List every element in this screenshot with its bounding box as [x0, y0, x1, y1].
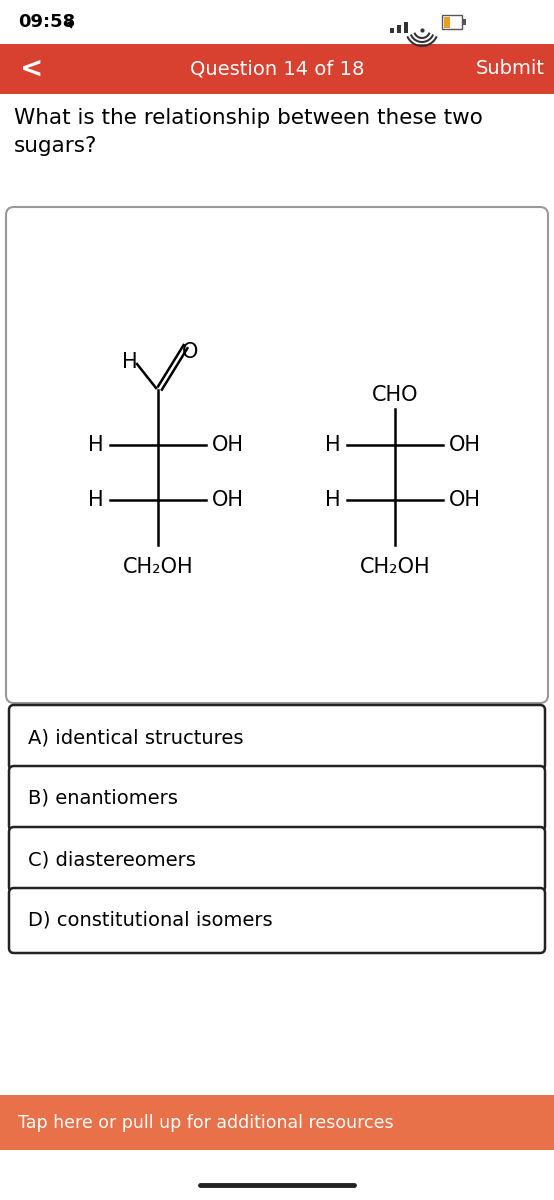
FancyBboxPatch shape	[6, 206, 548, 703]
Text: OH: OH	[212, 490, 244, 510]
Text: OH: OH	[212, 434, 244, 455]
Bar	[463, 19, 466, 25]
Text: <: <	[20, 55, 43, 83]
Bar	[444, 17, 449, 28]
FancyBboxPatch shape	[9, 888, 545, 953]
Text: CH₂OH: CH₂OH	[360, 557, 430, 577]
Bar	[0, 44, 554, 94]
Bar	[0, 1094, 554, 1150]
Text: H: H	[325, 434, 341, 455]
Text: sugars?: sugars?	[14, 136, 98, 156]
Text: Tap here or pull up for additional resources: Tap here or pull up for additional resou…	[18, 1114, 394, 1132]
Text: H: H	[325, 490, 341, 510]
Text: H: H	[122, 352, 138, 372]
FancyBboxPatch shape	[9, 704, 545, 770]
Text: H: H	[88, 490, 104, 510]
Text: A) identical structures: A) identical structures	[28, 728, 244, 746]
Text: Question 14 of 18: Question 14 of 18	[190, 60, 364, 78]
Text: Submit: Submit	[475, 60, 545, 78]
Text: CHO: CHO	[372, 385, 418, 404]
Text: 09:58: 09:58	[18, 13, 75, 31]
Bar	[0, 0, 554, 44]
Bar	[397, 25, 401, 32]
Bar	[442, 14, 462, 29]
Bar	[404, 22, 408, 32]
Text: O: O	[182, 342, 198, 362]
Text: H: H	[88, 434, 104, 455]
FancyBboxPatch shape	[9, 827, 545, 892]
Text: What is the relationship between these two: What is the relationship between these t…	[14, 108, 483, 128]
Text: OH: OH	[449, 434, 481, 455]
Bar	[390, 28, 394, 32]
Text: C) diastereomers: C) diastereomers	[28, 850, 196, 869]
Text: OH: OH	[449, 490, 481, 510]
FancyBboxPatch shape	[9, 766, 545, 830]
Text: CH₂OH: CH₂OH	[122, 557, 193, 577]
Text: B) enantiomers: B) enantiomers	[28, 790, 178, 808]
Text: D) constitutional isomers: D) constitutional isomers	[28, 911, 273, 930]
